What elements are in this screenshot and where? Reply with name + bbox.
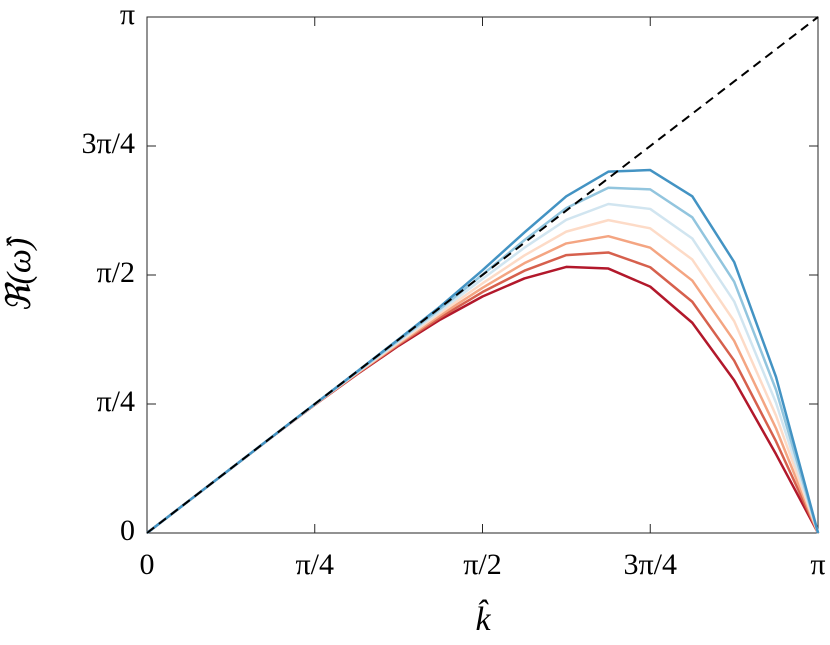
x-axis-label: k̂ — [475, 599, 491, 638]
y-axis-label: ℜ(ω̂) — [1, 236, 38, 312]
x-tick-label: 0 — [140, 548, 155, 581]
plot-frame — [146, 16, 819, 534]
x-tick-label: 3π/4 — [624, 548, 677, 581]
y-tick-label: π/4 — [97, 385, 135, 418]
series-line — [146, 234, 820, 534]
series-line — [146, 186, 820, 534]
y-tick-label: π/2 — [97, 256, 135, 289]
series-line — [146, 202, 820, 534]
x-tick-label: π/2 — [463, 548, 501, 581]
x-tick-label: π/4 — [296, 548, 334, 581]
series-line — [146, 265, 820, 534]
reference-line — [146, 16, 819, 534]
y-tick-label: π — [120, 0, 135, 31]
y-tick-label: 0 — [120, 514, 135, 547]
y-tick-label: 3π/4 — [82, 127, 135, 160]
series-line — [146, 218, 820, 534]
x-tick-label: π — [810, 548, 825, 581]
series-line — [146, 168, 820, 534]
